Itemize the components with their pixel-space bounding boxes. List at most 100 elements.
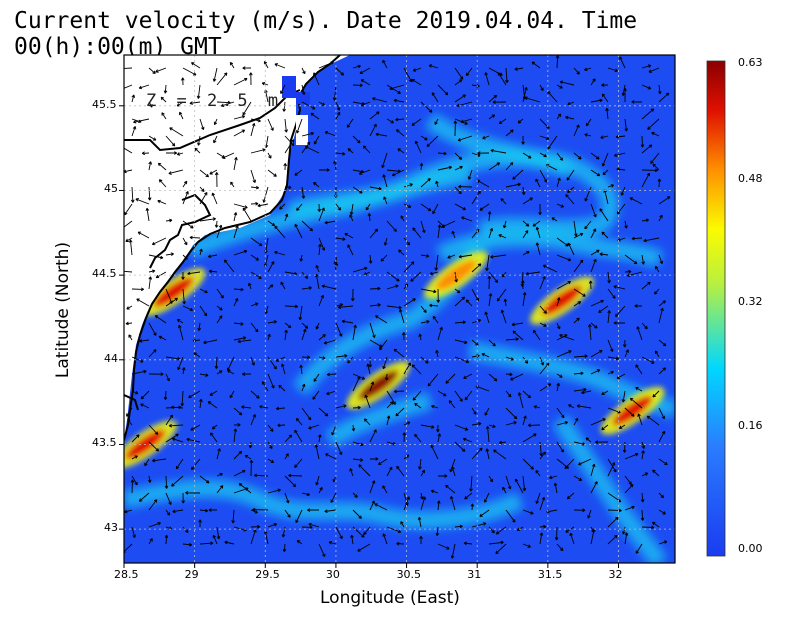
velocity-arrow xyxy=(352,492,358,498)
velocity-arrow xyxy=(314,444,320,460)
velocity-arrow xyxy=(635,543,643,554)
velocity-arrow xyxy=(471,407,477,415)
velocity-arrow xyxy=(233,287,244,292)
velocity-arrow xyxy=(488,227,494,239)
velocity-arrow xyxy=(335,111,341,120)
velocity-arrow xyxy=(131,434,140,443)
bay-cell xyxy=(282,76,296,98)
velocity-arrow xyxy=(456,101,473,108)
velocity-arrow xyxy=(607,288,616,299)
velocity-arrow xyxy=(469,475,473,492)
velocity-arrow xyxy=(168,169,184,175)
velocity-arrow xyxy=(393,98,405,103)
velocity-arrow xyxy=(658,214,663,222)
velocity-arrow xyxy=(352,373,366,380)
velocity-arrow xyxy=(148,161,153,171)
velocity-arrow xyxy=(420,496,426,511)
velocity-arrow xyxy=(301,286,312,290)
velocity-arrow xyxy=(148,499,158,511)
velocity-arrow xyxy=(165,373,170,382)
velocity-arrow xyxy=(335,101,341,111)
velocity-arrow xyxy=(158,179,167,188)
velocity-arrow xyxy=(335,354,348,358)
velocity-arrow xyxy=(581,390,592,395)
velocity-arrow xyxy=(598,305,609,313)
velocity-arrow xyxy=(386,526,402,534)
velocity-arrow xyxy=(315,264,320,273)
colorbar-tick-label: 0.32 xyxy=(738,295,763,309)
velocity-arrow xyxy=(214,356,219,369)
velocity-arrow xyxy=(241,405,252,409)
velocity-arrow xyxy=(172,509,184,514)
velocity-arrow xyxy=(389,84,405,91)
velocity-arrow xyxy=(599,252,609,257)
velocity-arrow xyxy=(233,298,239,307)
velocity-arrow xyxy=(414,402,422,409)
velocity-core xyxy=(358,370,399,401)
velocity-arrow xyxy=(216,224,223,239)
velocity-arrow xyxy=(590,299,604,307)
velocity-arrow xyxy=(522,250,530,256)
velocity-arrow xyxy=(436,424,440,433)
velocity-arrow xyxy=(654,350,660,358)
velocity-arrow xyxy=(556,281,571,290)
grid-lines xyxy=(124,55,675,563)
velocity-arrow xyxy=(301,492,311,497)
velocity-arrow xyxy=(318,294,325,307)
velocity-arrow xyxy=(484,72,490,86)
velocity-arrow xyxy=(458,184,473,189)
velocity-arrow xyxy=(352,135,361,144)
velocity-arrow xyxy=(382,174,388,188)
velocity-arrow xyxy=(263,60,269,69)
velocity-arrow xyxy=(190,458,201,471)
velocity-arrow xyxy=(631,100,643,104)
velocity-arrow xyxy=(527,423,541,428)
velocity-arrow xyxy=(310,112,320,120)
velocity-arrow xyxy=(573,317,580,324)
velocity-arrow xyxy=(430,444,439,460)
velocity-arrow xyxy=(352,526,365,538)
velocity-arrow xyxy=(386,401,394,409)
velocity-arrow xyxy=(601,390,609,396)
velocity-arrow xyxy=(487,275,492,290)
velocity-arrow xyxy=(250,148,266,154)
velocity-arrow xyxy=(573,371,584,376)
velocity-arrow xyxy=(335,441,343,456)
velocity-arrow xyxy=(658,254,664,265)
velocity-arrow xyxy=(556,322,561,330)
current-streak xyxy=(325,391,433,448)
velocity-arrow xyxy=(428,64,439,69)
velocity-arrow xyxy=(216,448,221,460)
velocity-arrow xyxy=(138,84,150,90)
velocity-arrow xyxy=(573,417,579,426)
velocity-arrow xyxy=(250,322,259,333)
velocity-arrow xyxy=(590,228,597,239)
velocity-arrow xyxy=(437,165,452,171)
velocity-arrow xyxy=(505,421,517,426)
velocity-arrow xyxy=(324,509,337,514)
velocity-arrow xyxy=(242,207,252,222)
velocity-arrow xyxy=(368,254,373,264)
velocity-arrow xyxy=(233,129,246,137)
velocity-arrow xyxy=(464,492,473,500)
velocity-arrow xyxy=(360,79,371,86)
velocity-arrow xyxy=(556,382,560,392)
velocity-arrow xyxy=(267,333,271,341)
velocity-arrow xyxy=(621,390,626,403)
velocity-arrow xyxy=(576,404,592,409)
velocity-arrow xyxy=(398,308,405,324)
velocity-arrow xyxy=(641,322,648,330)
velocity-arrow xyxy=(451,230,456,239)
velocity-arrow xyxy=(658,92,670,103)
velocity-arrow xyxy=(641,525,655,530)
velocity-arrow xyxy=(369,500,375,511)
velocity-arrow xyxy=(454,67,464,80)
velocity-arrow xyxy=(161,112,167,120)
velocity-arrow xyxy=(250,271,262,279)
velocity-arrow xyxy=(437,390,447,397)
velocity-arrow xyxy=(512,330,524,341)
velocity-arrow xyxy=(590,418,606,426)
velocity-arrow xyxy=(607,271,611,284)
coast-line xyxy=(124,55,341,441)
velocity-arrow xyxy=(553,482,558,494)
